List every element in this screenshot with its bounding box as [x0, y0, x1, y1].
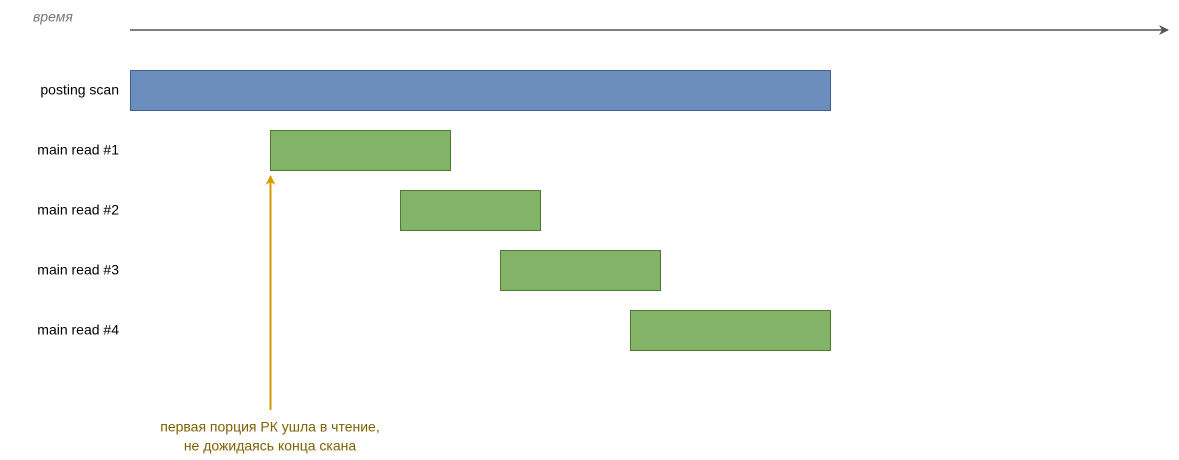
annotation-text: первая порция РК ушла в чтение,	[160, 419, 380, 435]
read-bar	[270, 130, 451, 171]
axis-label: время	[33, 9, 73, 25]
row-label: main read #3	[37, 262, 119, 278]
row-label: main read #2	[37, 202, 119, 218]
scan-bar	[130, 70, 831, 111]
read-bar	[400, 190, 541, 231]
read-bar	[630, 310, 831, 351]
read-bar	[500, 250, 661, 291]
row-label: posting scan	[40, 82, 119, 98]
row-label: main read #1	[37, 142, 119, 158]
annotation-text: не дожидаясь конца скана	[184, 438, 357, 454]
row-label: main read #4	[37, 322, 119, 338]
